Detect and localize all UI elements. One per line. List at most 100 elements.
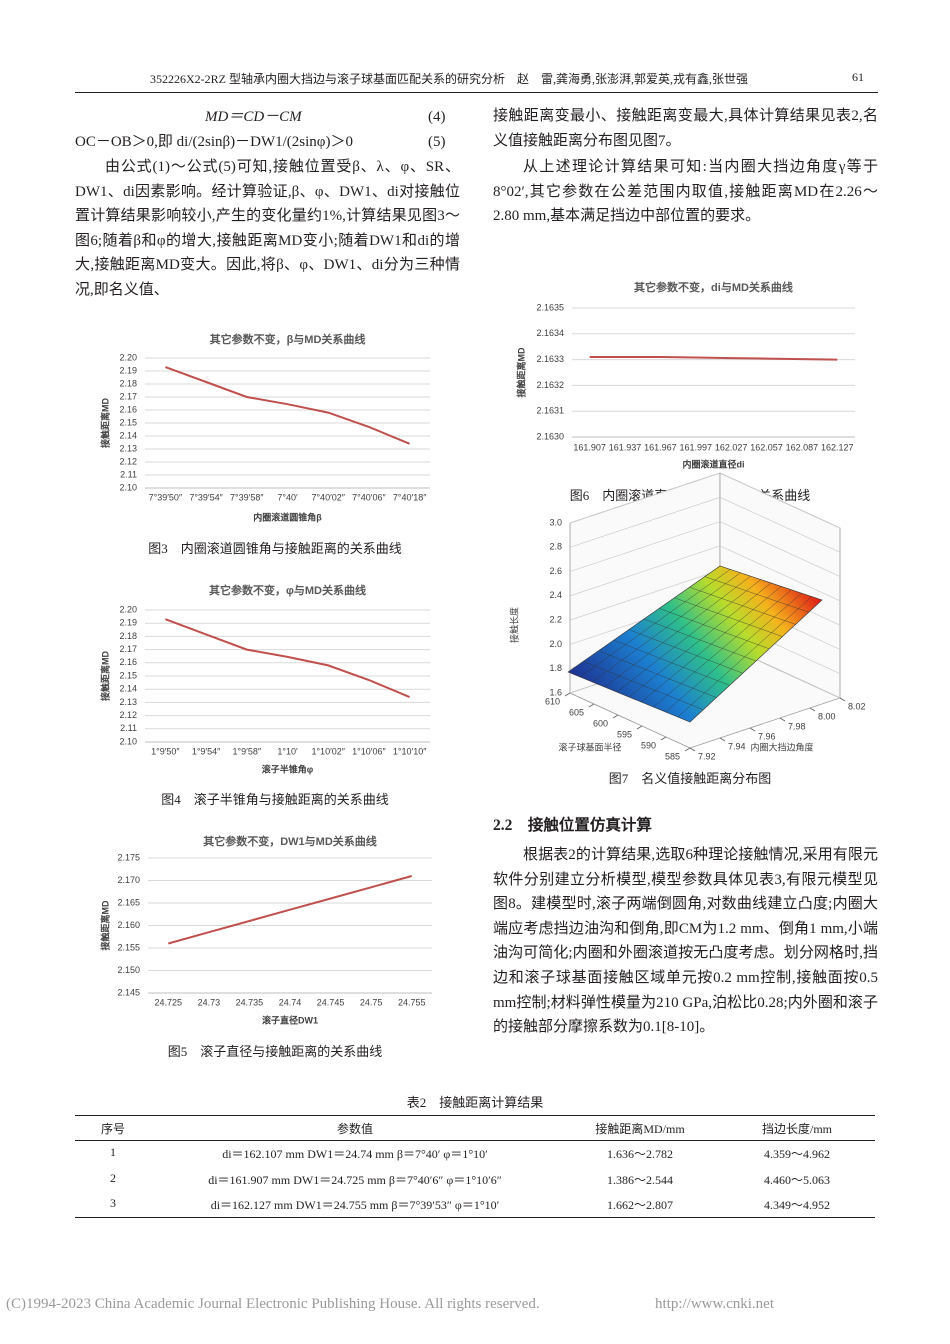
table-cell: 1.386～2.544 [606,1172,673,1187]
equation-number: (5) [428,134,446,150]
data-line [168,875,412,945]
y-axis-label: 接触距离MD [99,900,110,950]
y-tick-label: 7.94 [728,741,746,751]
table-cell: 挡边长度/mm [761,1122,832,1136]
tick-mark [839,697,846,702]
surface-mesh [677,596,812,718]
equation: MD＝CD－CM [205,109,302,125]
y-tick-label: 2.170 [117,875,140,885]
x-tick-label: 24.73 [198,997,221,1007]
x-tick-label: 610 [545,696,560,706]
y-tick-label: 2.160 [117,920,140,930]
grid-line [569,521,841,577]
paragraph: 接触距离变最小、接触距离变最大,具体计算结果见表2,名义值接触距离分布图见图7。 [493,108,878,149]
figure-caption: 图5 滚子直径与接触距离的关系曲线 [168,1044,383,1059]
y-tick-label: 2.10 [119,482,137,492]
y-tick-label: 2.1634 [536,328,564,338]
table-cell: di＝161.907 mm DW1＝24.725 mm β＝7°40′6″ φ＝… [208,1172,502,1187]
y-tick-label: 2.11 [120,723,137,733]
x-axis-label: 滚子半锥角φ [262,763,314,774]
x-axis-label: 滚子直径DW1 [262,1014,318,1025]
paragraph: 从上述理论计算结果可知:当内圈大挡边角度γ等于8°02′,其它参数在公差范围内取… [493,159,878,225]
y-axis-label: 接触距离MD [515,347,526,397]
x-tick-label: 162.127 [821,442,854,452]
y-tick-label: 2.17 [119,644,137,654]
z-tick-label: 1.6 [549,687,562,697]
y-tick-label: 2.10 [119,736,137,746]
y-tick-label: 2.18 [119,378,137,388]
table-cell: 接触距离MD/mm [595,1122,685,1136]
table-cell: di＝162.127 mm DW1＝24.755 mm β＝7°39′53″ φ… [210,1198,500,1212]
tick-mark [689,747,696,752]
y-tick-label: 2.1633 [536,354,564,364]
paragraph: 由公式(1)～公式(5)可知,接触位置受β、λ、φ、SR、DW1、di因素影响。… [75,159,460,298]
tick-mark [636,725,643,730]
figure-caption: 图3 内圈滚道圆锥角与接触距离的关系曲线 [148,541,402,556]
x-tick-label: 161.937 [609,442,642,452]
y-tick-label: 7.96 [758,731,776,741]
running-title: 352226X2-2RZ 型轴承内圈大挡边与滚子球基面匹配关系的研究分析 赵 雷… [150,72,748,86]
y-tick-label: 2.16 [119,404,137,414]
table-cell: 参数值 [336,1122,373,1136]
table-cell: di＝162.107 mm DW1＝24.74 mm β＝7°40′ φ＝1°1… [222,1147,488,1161]
x-tick-label: 7°39′54″ [189,492,223,502]
tick-mark [779,717,786,722]
y-tick-label: 8.02 [848,701,866,711]
x-axis-label: 滚子球基面半径 [558,741,621,752]
x-tick-label: 161.907 [573,442,606,452]
y-tick-label: 7.98 [788,721,806,731]
x-tick-label: 1°9′58″ [233,746,262,756]
y-tick-label: 2.145 [117,987,140,997]
table-cell: 序号 [100,1122,125,1136]
table-cell: 4.359～4.962 [763,1147,830,1161]
table-cell: 2 [110,1170,116,1185]
y-tick-label: 2.19 [119,365,137,375]
x-tick-label: 1°10′06″ [352,746,386,756]
figure-caption: 图7 名义值接触距离分布图 [609,771,772,786]
x-tick-label: 7°40′ [277,492,298,502]
surface-mesh [674,597,783,637]
x-tick-label: 24.745 [317,997,345,1007]
y-tick-label: 2.13 [119,697,137,707]
x-axis-label: 内圈滚道圆锥角β [253,511,322,522]
surface-mesh [665,593,802,713]
y-tick-label: 2.175 [117,852,140,862]
tick-mark [564,692,571,697]
tick-mark [684,747,691,752]
y-tick-label: 2.20 [119,604,137,614]
x-tick-label: 162.027 [715,442,748,452]
x-tick-label: 7°39′58″ [230,492,264,502]
surface-mesh [641,586,782,703]
y-tick-label: 2.14 [119,430,137,440]
y-tick-label: 2.18 [119,631,137,641]
grid-line [569,545,841,602]
y-tick-label: 2.1630 [536,431,564,441]
tick-mark [612,714,619,719]
x-tick-label: 7°39′50″ [149,492,183,502]
table-cell: 1.636～2.782 [606,1147,673,1161]
page-number: 61 [852,70,864,84]
y-tick-label: 2.19 [119,618,137,628]
section-heading: 2.2 接触位置仿真计算 [493,817,652,834]
y-tick-label: 2.15 [119,417,137,427]
y-axis-label: 接触距离MD [99,398,110,448]
table-cell: 4.349～4.952 [763,1198,830,1212]
equation: OC－OB＞0,即 di/(2sinβ)－DW1/(2sinφ)＞0 [75,134,353,150]
table-caption: 表2 接触距离计算结果 [406,1095,544,1110]
z-tick-label: 2.2 [549,615,562,625]
table-rule [75,1140,875,1141]
surface-mesh [689,587,796,625]
grid-line [569,496,841,553]
y-tick-label: 2.12 [119,456,137,466]
z-tick-label: 2.0 [549,639,562,649]
y-tick-label: 2.1635 [536,302,564,312]
x-tick-label: 585 [665,751,680,761]
y-axis-label: 接触距离MD [99,651,110,701]
y-tick-label: 2.1632 [536,380,564,390]
data-line [165,618,410,699]
data-line [589,356,838,361]
figure-caption: 图4 滚子半锥角与接触距离的关系曲线 [161,792,389,807]
y-tick-label: 2.155 [117,942,140,952]
y-tick-label: 2.17 [119,391,137,401]
